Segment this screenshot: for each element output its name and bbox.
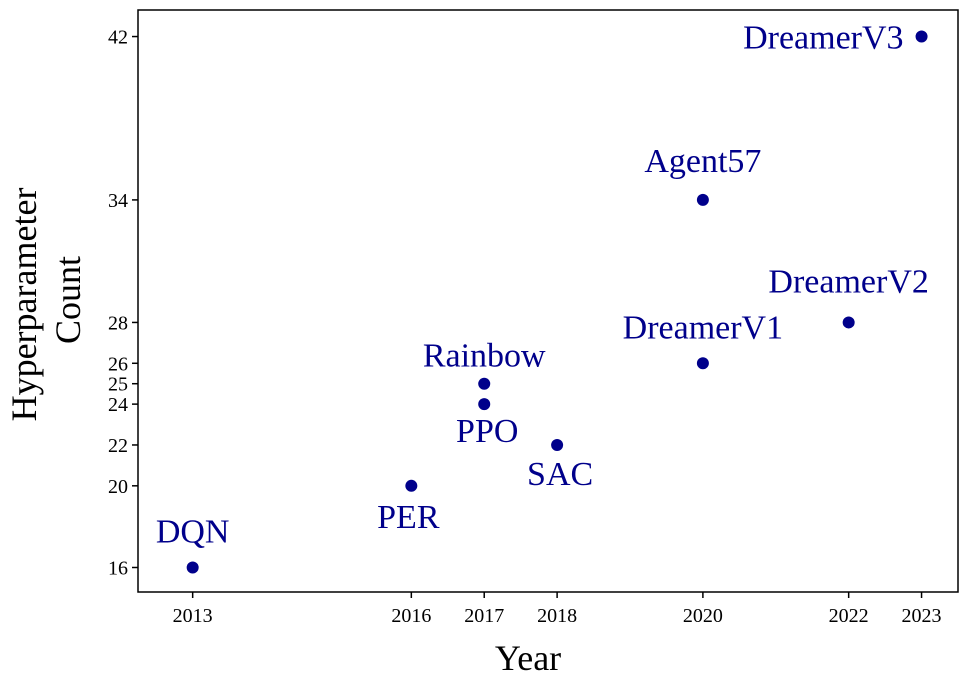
data-point — [478, 398, 491, 411]
y-tick-label: 22 — [108, 435, 128, 457]
x-axis-label: Year — [495, 638, 561, 675]
x-tick-label: 2023 — [902, 605, 942, 627]
x-tick-label: 2018 — [537, 605, 577, 627]
y-tick-label: 26 — [108, 353, 128, 375]
data-point — [915, 30, 928, 43]
y-tick-label: 25 — [108, 374, 128, 396]
data-point — [696, 193, 709, 206]
x-tick-label: 2022 — [829, 605, 869, 627]
point-label: PER — [377, 499, 440, 536]
point-label: Rainbow — [423, 338, 546, 375]
point-label: DreamerV1 — [623, 309, 783, 346]
data-point — [478, 377, 491, 390]
point-label: PPO — [456, 413, 518, 450]
y-tick-label: 42 — [108, 27, 128, 49]
point-label: DQN — [156, 513, 230, 550]
data-point — [405, 479, 418, 492]
y-tick-label: 24 — [108, 394, 128, 416]
data-point — [842, 316, 855, 329]
y-axis-label-line1: Hyperparameter — [4, 188, 44, 422]
y-tick-label: 28 — [108, 312, 128, 334]
data-point — [696, 357, 709, 370]
point-label: Agent57 — [644, 143, 761, 180]
point-label: SAC — [527, 456, 593, 493]
data-point — [186, 561, 199, 574]
y-tick-label: 34 — [108, 190, 128, 212]
y-axis-label: Hyperparameter Count — [4, 179, 88, 422]
y-tick-label: 16 — [108, 557, 128, 579]
x-tick-label: 2013 — [173, 605, 213, 627]
plot-frame — [137, 9, 959, 593]
x-tick-label: 2017 — [464, 605, 504, 627]
point-label: DreamerV3 — [743, 20, 903, 57]
y-tick-label: 20 — [108, 476, 128, 498]
y-axis-label-line2: Count — [48, 256, 88, 344]
data-point — [551, 438, 564, 451]
x-tick-label: 2016 — [391, 605, 431, 627]
x-axis: 2013 2016 2017 2018 2020 2022 2023 — [173, 592, 942, 627]
x-tick-label: 2020 — [683, 605, 723, 627]
point-label: DreamerV2 — [768, 263, 928, 300]
